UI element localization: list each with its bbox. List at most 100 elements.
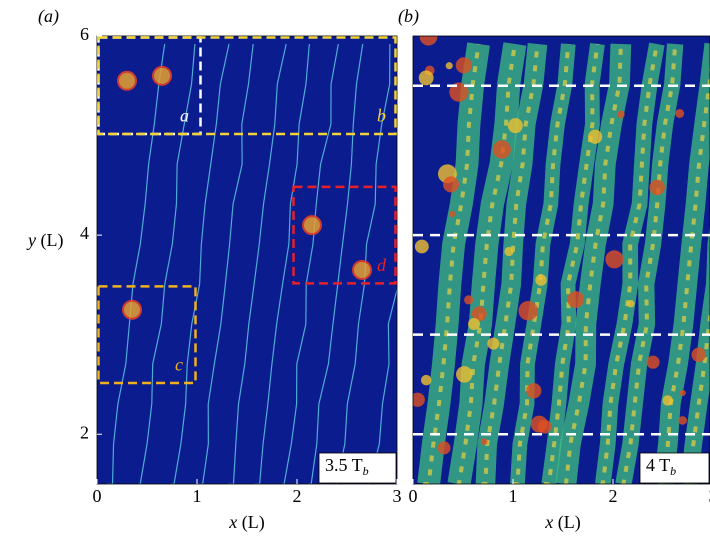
vortex [152, 65, 172, 86]
x-tick-label: 3 [709, 486, 710, 506]
blob [526, 383, 542, 399]
blob [487, 337, 500, 350]
blob [679, 389, 686, 397]
time-label-box [639, 452, 710, 484]
plume-core [564, 43, 623, 484]
blob [627, 300, 635, 308]
blob [464, 295, 474, 305]
streak [137, 43, 196, 484]
blob [420, 374, 432, 386]
region-label: c [175, 355, 183, 375]
blob [535, 274, 547, 286]
streak [107, 43, 166, 484]
frame [412, 35, 710, 485]
panel: 0 1 2 3 (b) x (L) 4 Tb [398, 6, 710, 533]
y-tick-label: 2 [80, 422, 89, 442]
blob [468, 318, 481, 330]
blob [492, 140, 511, 159]
plume-core [512, 43, 571, 484]
y-tick-label: 6 [80, 24, 89, 44]
region-box [97, 285, 197, 385]
field [97, 36, 397, 484]
x-tick-label: 3 [393, 486, 402, 506]
blob [437, 441, 451, 455]
region-label: a [180, 106, 189, 126]
blob [588, 129, 603, 144]
region-box [97, 36, 397, 136]
blob [480, 438, 488, 446]
plume-core [600, 43, 659, 484]
blob [691, 347, 706, 362]
blob [419, 36, 438, 46]
vortex [352, 259, 372, 280]
streak [170, 43, 230, 484]
streak [198, 43, 254, 484]
blob [530, 415, 548, 433]
blob [605, 250, 624, 269]
vortex [117, 70, 137, 91]
plume-core [423, 43, 481, 484]
x-axis-label: x (L) [544, 512, 580, 533]
field-background [97, 36, 397, 484]
blob [662, 395, 673, 406]
x-symbol: x [544, 512, 553, 532]
blob [471, 306, 487, 322]
x-tick-label: 0 [409, 486, 418, 506]
plume-core [481, 43, 540, 484]
blob [567, 291, 585, 308]
y-axis-label: y (L) [26, 230, 63, 251]
plume-core [456, 43, 517, 484]
blob [456, 366, 473, 383]
time-sub: b [363, 464, 369, 478]
x-unit: (L) [558, 512, 581, 533]
plume-core [684, 303, 710, 484]
x-symbol: x [228, 512, 237, 532]
blob [646, 355, 660, 369]
region-box [292, 185, 397, 285]
blob [413, 392, 425, 407]
x-tick-label: 0 [93, 486, 102, 506]
plume-core [543, 43, 600, 484]
time-label: 4 Tb [646, 455, 676, 478]
y-tick-label: 4 [80, 223, 89, 243]
frame [96, 35, 398, 485]
blob [445, 62, 453, 70]
region-label: b [377, 106, 386, 126]
x-tick-label: 2 [609, 486, 618, 506]
blob [504, 246, 514, 257]
x-unit: (L) [242, 512, 265, 533]
blob [617, 110, 625, 119]
blob [414, 239, 429, 254]
plume-core [621, 43, 678, 484]
region-label: d [377, 255, 387, 275]
blob [443, 176, 460, 193]
plume-core [658, 63, 710, 484]
blob [649, 179, 665, 196]
streak [254, 43, 310, 484]
streak [227, 43, 287, 484]
x-tick-label: 1 [509, 486, 518, 506]
time-label-box [318, 452, 397, 484]
time-label: 3.5 Tb [325, 455, 369, 478]
blob [418, 70, 434, 86]
blob [507, 118, 523, 134]
blob [448, 210, 456, 218]
panel-label: (b) [398, 6, 419, 27]
time-text: 3.5 T [325, 455, 363, 475]
streak [368, 287, 397, 484]
time-text: 4 T [646, 455, 670, 475]
panel-label: (a) [38, 6, 59, 27]
blob [449, 82, 469, 102]
vortex [122, 299, 142, 320]
blob [518, 301, 539, 321]
blob [678, 416, 687, 425]
x-tick-label: 1 [193, 486, 202, 506]
x-tick-label: 2 [293, 486, 302, 506]
blob [455, 57, 472, 74]
time-sub: b [670, 464, 676, 478]
x-axis-label: x (L) [228, 512, 264, 533]
vortex [302, 215, 322, 236]
field [413, 36, 710, 484]
